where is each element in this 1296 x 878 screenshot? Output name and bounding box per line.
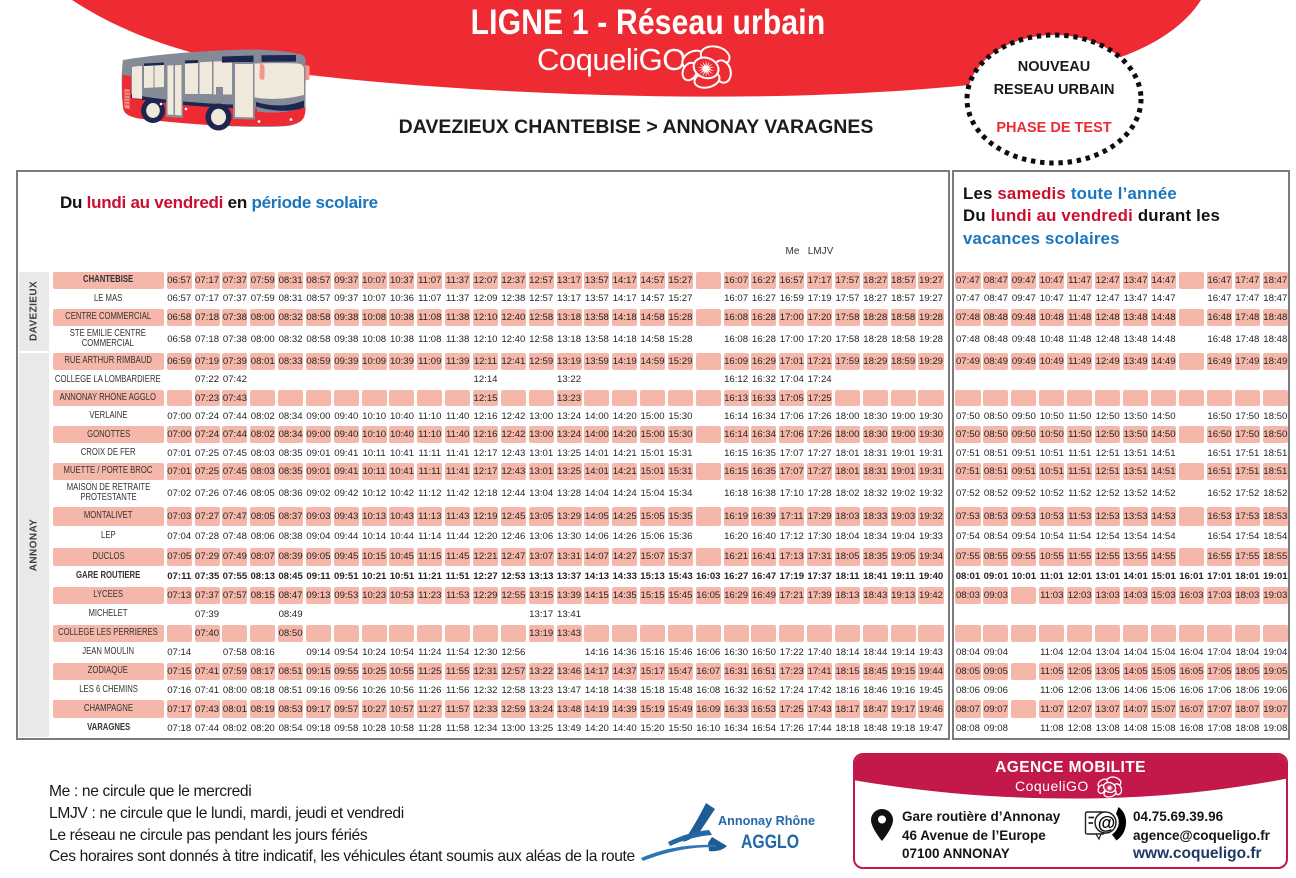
svg-text:@: @ (1098, 813, 1116, 833)
svg-text:Annonay Rhône: Annonay Rhône (718, 814, 815, 828)
svg-text:AGGLO: AGGLO (741, 832, 799, 853)
